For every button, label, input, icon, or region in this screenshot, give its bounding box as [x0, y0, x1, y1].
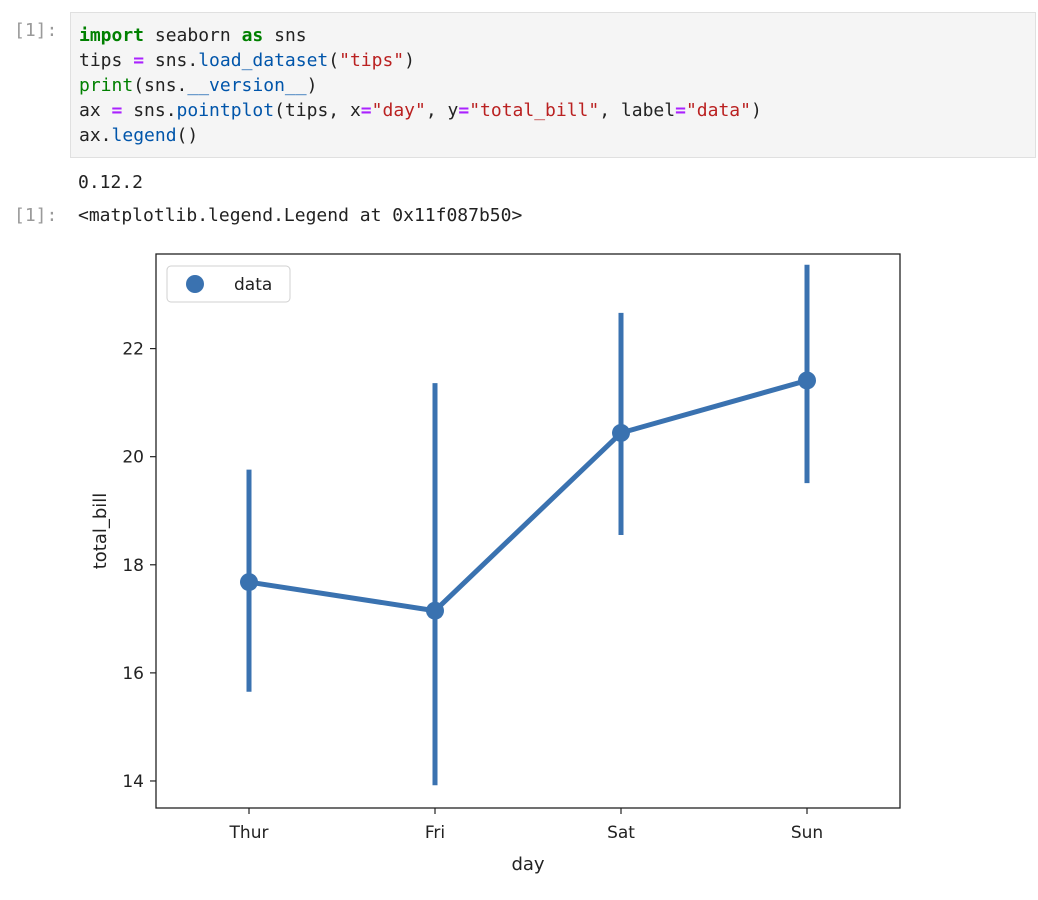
x-tick-label: Thur: [229, 823, 269, 843]
code-token: =: [360, 100, 372, 121]
pointplot-chart: 14 16 18 20 22 Thur Fri Sat Sun day total_bill data: [90, 253, 901, 875]
input-prompt: [1]:: [14, 20, 58, 41]
code-token: sns.: [144, 50, 199, 71]
code-token: legend: [111, 125, 177, 146]
data-point: [798, 371, 816, 390]
x-axis-label: day: [511, 854, 544, 875]
y-tick-label: 18: [122, 556, 144, 576]
code-token: =: [675, 100, 686, 121]
code-token: tips: [79, 50, 134, 71]
code-token: =: [458, 100, 470, 121]
code-token: "day": [371, 100, 426, 121]
code-token: "total_bill": [469, 100, 600, 121]
code-token: "data": [685, 100, 751, 121]
code-token: "tips": [339, 50, 405, 71]
code-token: , y: [425, 100, 459, 121]
code-token: (: [328, 50, 340, 71]
y-tick-label: 20: [122, 448, 144, 468]
code-token: sns: [263, 25, 307, 46]
x-tick-label: Sat: [607, 823, 635, 843]
code-token: seaborn: [144, 25, 242, 46]
code-token: pointplot: [176, 100, 275, 121]
code-token: ): [404, 50, 415, 71]
code-token: load_dataset: [198, 50, 329, 71]
code-line: ax = sns.pointplot(tips, x="day", y="tot…: [79, 100, 762, 121]
code-token: (tips, x: [274, 100, 361, 121]
code-token: ): [750, 100, 762, 121]
code-editor[interactable]: import seaborn as sns tips = sns.load_da…: [79, 23, 762, 148]
code-token: =: [133, 50, 145, 71]
code-line: print(sns.__version__): [79, 75, 317, 96]
data-point: [240, 573, 258, 592]
code-token: sns.: [122, 100, 177, 121]
stdout-output: 0.12.2: [78, 172, 144, 193]
code-cell[interactable]: import seaborn as sns tips = sns.load_da…: [70, 12, 1036, 158]
y-tick-label: 14: [122, 772, 144, 792]
code-line: ax.legend(): [79, 125, 198, 146]
x-tick-label: Fri: [425, 823, 445, 843]
legend-box: [166, 265, 291, 303]
data-point: [612, 423, 630, 442]
legend-marker: [186, 275, 204, 293]
code-line: tips = sns.load_dataset("tips"): [79, 50, 415, 71]
y-axis-label: total_bill: [90, 493, 111, 570]
code-token: ax: [79, 100, 112, 121]
code-token: =: [111, 100, 123, 121]
axes-frame: [155, 253, 901, 809]
code-token: import: [79, 25, 145, 46]
legend: data: [166, 265, 291, 303]
y-tick-label: 22: [122, 340, 144, 360]
code-token: (): [176, 125, 199, 146]
code-token: (sns.: [133, 75, 188, 96]
code-token: ): [306, 75, 318, 96]
code-token: ax.: [79, 125, 112, 146]
data-point: [426, 601, 444, 620]
legend-label: data: [234, 275, 272, 295]
y-tick-label: 16: [122, 664, 144, 684]
code-token: as: [241, 25, 264, 46]
code-token: __version__: [187, 75, 307, 96]
result-output: <matplotlib.legend.Legend at 0x11f087b50…: [78, 205, 523, 226]
x-tick-label: Sun: [791, 823, 823, 843]
output-prompt: [1]:: [14, 205, 58, 226]
series-line: [248, 378, 808, 614]
code-token: print: [79, 75, 134, 96]
code-line: import seaborn as sns: [79, 25, 307, 46]
code-token: , label: [599, 100, 676, 121]
